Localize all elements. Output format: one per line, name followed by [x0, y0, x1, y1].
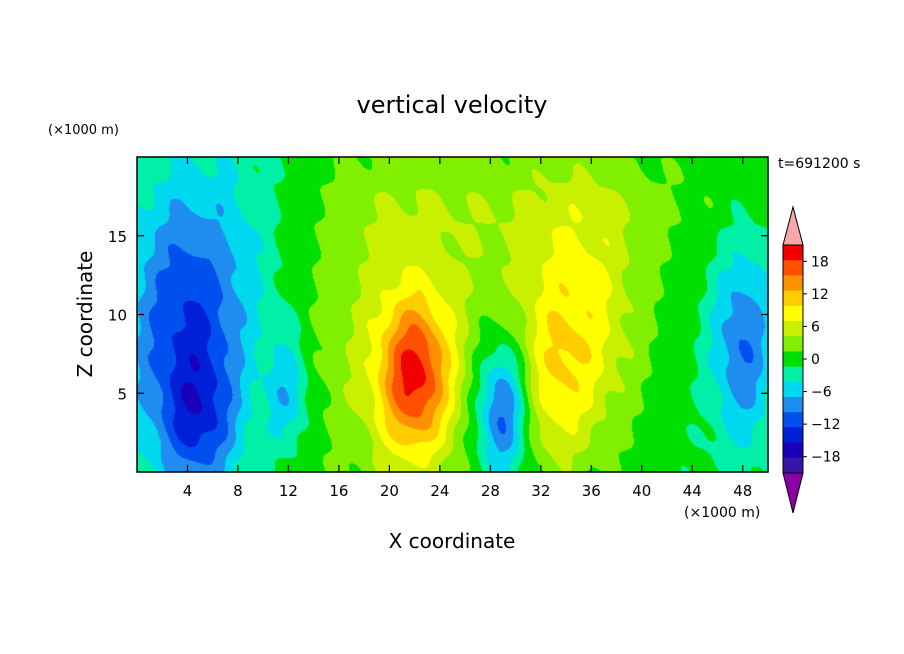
x-tick-label: 16 — [329, 482, 348, 500]
x-tick-label: 8 — [233, 482, 243, 500]
colorbar-segment — [783, 366, 803, 383]
plot-area — [136, 156, 769, 473]
x-tick-label: 28 — [481, 482, 500, 500]
x-tick-label: 40 — [632, 482, 651, 500]
colorbar-over-triangle — [782, 205, 804, 246]
colorbar-segment — [783, 381, 803, 398]
colorbar-tick-label: −6 — [811, 385, 832, 401]
x-tick-label: 36 — [582, 482, 601, 500]
colorbar-segment — [783, 427, 803, 444]
chart-title: vertical velocity — [357, 91, 548, 119]
colorbar-segment — [783, 305, 803, 322]
x-tick-label: 12 — [279, 482, 298, 500]
y-tick-label: 5 — [117, 385, 127, 403]
colorbar-tick-label: 0 — [811, 352, 820, 368]
x-tick-label: 20 — [380, 482, 399, 500]
colorbar-tick-label: −18 — [811, 450, 841, 466]
x-tick-label: 48 — [733, 482, 752, 500]
colorbar-segment — [783, 336, 803, 352]
colorbar-segment — [783, 397, 803, 413]
y-axis-label: Z coordinate — [73, 251, 97, 378]
time-label: t=691200 s — [778, 156, 860, 172]
colorbar-segment — [783, 351, 803, 368]
colorbar-segment — [783, 442, 803, 459]
x-unit-label: (×1000 m) — [684, 505, 760, 521]
colorbar: 18 12 6 0 −6 −12 −18 — [782, 205, 841, 514]
y-tick-label: 10 — [108, 307, 127, 325]
y-tick-label: 15 — [108, 228, 127, 246]
colorbar-segment — [783, 321, 803, 337]
y-axis-ticks: 5 10 15 — [108, 228, 768, 403]
x-tick-label: 44 — [683, 482, 702, 500]
x-axis-ticks: 4 8 12 16 20 24 28 32 36 40 44 48 — [183, 157, 752, 500]
z-unit-label: (×1000 m) — [48, 123, 119, 138]
colorbar-segment — [783, 412, 803, 428]
colorbar-segment — [783, 275, 803, 292]
velocity-field-contours — [137, 157, 768, 472]
x-tick-label: 32 — [531, 482, 550, 500]
colorbar-segment — [783, 260, 803, 276]
x-tick-label: 24 — [430, 482, 449, 500]
x-axis-label: X coordinate — [389, 529, 516, 553]
colorbar-tick-label: 12 — [811, 287, 829, 303]
x-tick-label: 4 — [183, 482, 193, 500]
colorbar-segment — [783, 457, 803, 474]
colorbar-tick-label: 18 — [811, 254, 829, 270]
colorbar-segment — [783, 245, 803, 261]
colorbar-tick-label: 6 — [811, 319, 820, 335]
colorbar-tick-label: −12 — [811, 417, 841, 433]
colorbar-under-triangle — [782, 472, 804, 514]
colorbar-segment — [783, 290, 803, 307]
